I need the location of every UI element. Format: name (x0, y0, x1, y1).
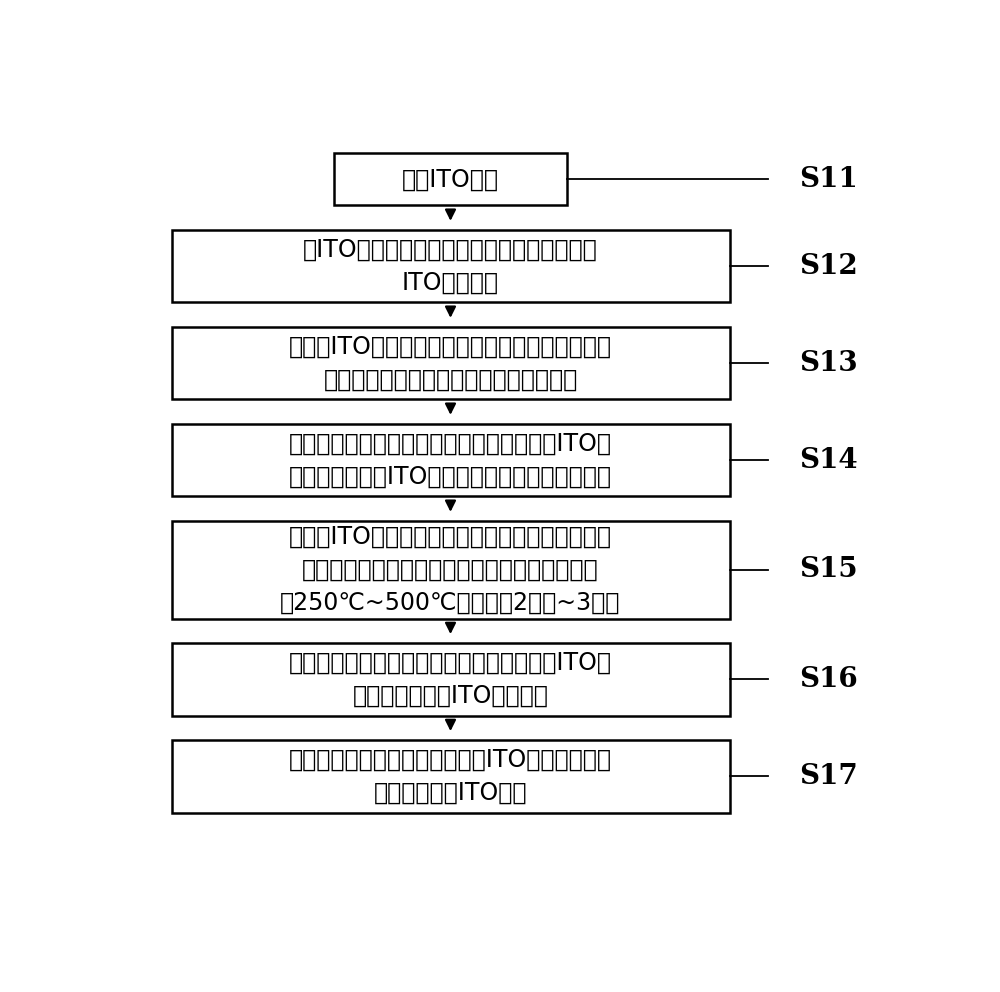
Bar (172, 643, 730, 715)
Text: S17: S17 (799, 763, 858, 790)
Bar (172, 424, 730, 496)
Text: S15: S15 (799, 557, 858, 583)
Bar (334, 154, 567, 205)
Text: S11: S11 (799, 166, 858, 192)
Text: 对第二包套进行热等静压工艺，将所述第二ITO靶
材坯料形成第三ITO靶材坯料: 对第二包套进行热等静压工艺，将所述第二ITO靶 材坯料形成第三ITO靶材坯料 (289, 651, 612, 707)
Text: 将ITO粉料放入钢模，进行预压成型形成第一
ITO靶材坯料: 将ITO粉料放入钢模，进行预压成型形成第一 ITO靶材坯料 (303, 238, 598, 295)
Text: 对所述第一包套进行冷等静压工艺，将第一ITO靶
材坯料形成第二ITO靶材坯料，去除所述第一包套: 对所述第一包套进行冷等静压工艺，将第一ITO靶 材坯料形成第二ITO靶材坯料，去… (289, 432, 612, 488)
Bar (172, 230, 730, 303)
Bar (172, 326, 730, 400)
Text: S12: S12 (799, 253, 858, 280)
Text: S16: S16 (799, 666, 858, 692)
Text: 提供ITO粉料: 提供ITO粉料 (402, 168, 499, 191)
Text: 将第一ITO靶材坯料放入第一包套，并对第一包套
进行第一抽真空处理，密封所述第一包套: 将第一ITO靶材坯料放入第一包套，并对第一包套 进行第一抽真空处理，密封所述第一… (289, 335, 612, 392)
Text: 去除所述第二包套，对所述第三ITO靶材坯料进行
机械加工形成ITO靶材: 去除所述第二包套，对所述第三ITO靶材坯料进行 机械加工形成ITO靶材 (289, 748, 612, 805)
Bar (172, 521, 730, 619)
Text: 将第二ITO靶材坯料放入第二包套，进行第二抽真
空处理，维持抽真空状态，然后将第二包套加热
到250℃~500℃，并保温2小时~3小时: 将第二ITO靶材坯料放入第二包套，进行第二抽真 空处理，维持抽真空状态，然后将第… (280, 525, 621, 614)
Bar (172, 740, 730, 812)
Text: S14: S14 (799, 446, 858, 473)
Text: S13: S13 (799, 349, 858, 377)
